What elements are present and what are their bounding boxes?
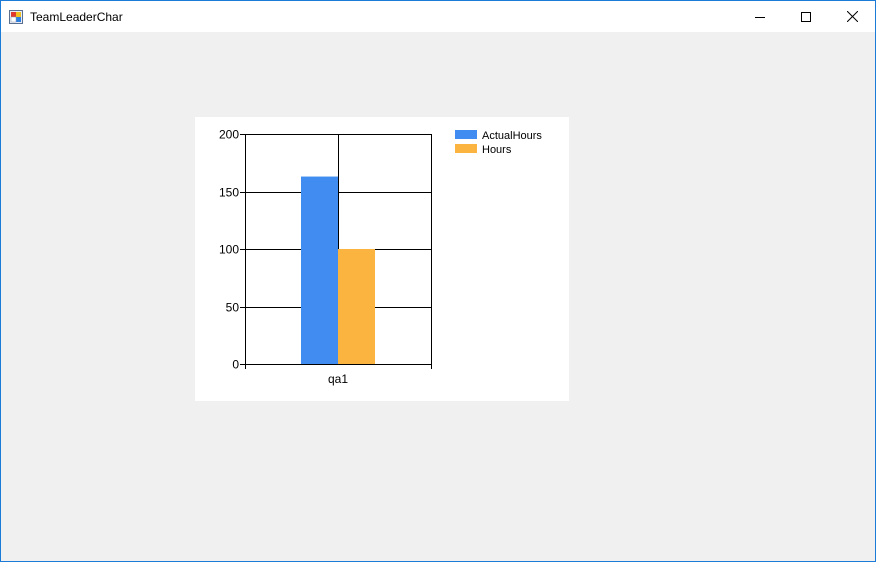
chart-control: 0 50 100 150 200 qa1 ActualHours Hours <box>195 117 569 401</box>
minimize-icon <box>755 16 765 18</box>
legend-label: Hours <box>482 144 512 156</box>
maximize-icon <box>801 11 811 22</box>
minimize-button[interactable] <box>737 1 783 32</box>
title-bar[interactable]: TeamLeaderChar <box>1 1 875 32</box>
y-tick-label: 0 <box>232 358 239 372</box>
y-tick-label: 200 <box>219 128 239 142</box>
close-button[interactable] <box>829 1 875 32</box>
y-tick-label: 50 <box>226 301 240 315</box>
y-tick-label: 150 <box>219 186 239 200</box>
close-icon <box>846 11 858 22</box>
bar-chart: 0 50 100 150 200 qa1 ActualHours Hours <box>219 128 542 387</box>
legend-swatch <box>455 130 477 139</box>
bar-actualhours <box>301 176 338 364</box>
app-icon <box>9 10 23 24</box>
bar-hours <box>338 249 375 364</box>
x-tick-label: qa1 <box>328 372 348 386</box>
window-title: TeamLeaderChar <box>30 10 123 24</box>
legend-swatch <box>455 144 477 153</box>
y-tick-label: 100 <box>219 243 239 257</box>
maximize-button[interactable] <box>783 1 829 32</box>
legend-label: ActualHours <box>482 130 542 142</box>
